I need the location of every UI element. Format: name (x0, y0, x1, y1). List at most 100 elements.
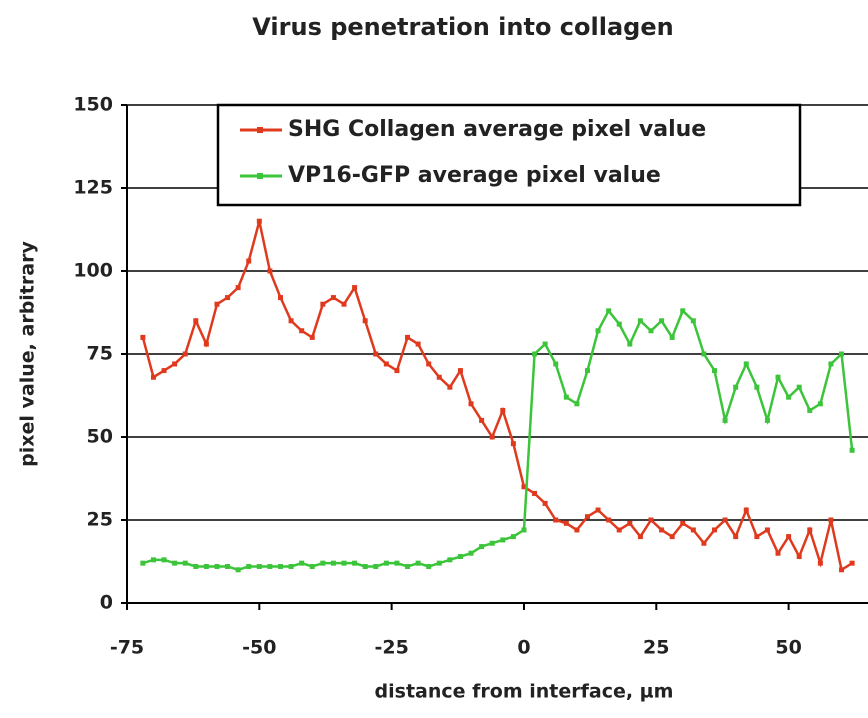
data-point (680, 520, 686, 526)
data-point (563, 394, 569, 400)
data-point (807, 407, 813, 413)
data-point (510, 441, 516, 447)
data-point (203, 341, 209, 347)
data-point (542, 500, 548, 506)
data-point (394, 368, 400, 374)
data-point (743, 507, 749, 513)
data-point (457, 554, 463, 560)
data-point (701, 351, 707, 357)
data-point (373, 351, 379, 357)
data-point (659, 318, 665, 324)
data-point (839, 351, 845, 357)
data-point (299, 328, 305, 334)
data-point (330, 560, 336, 566)
data-point (362, 318, 368, 324)
x-tick-label: -75 (110, 637, 144, 659)
data-point (352, 285, 358, 291)
legend-box (216, 103, 802, 207)
data-point (267, 268, 273, 274)
data-point (309, 563, 315, 569)
data-point (426, 563, 432, 569)
data-point (193, 563, 199, 569)
data-point (754, 384, 760, 390)
data-point (320, 560, 326, 566)
data-point (574, 401, 580, 407)
data-point (489, 540, 495, 546)
data-point (468, 401, 474, 407)
y-tick-label: 75 (87, 343, 113, 365)
data-point (235, 285, 241, 291)
data-point (839, 567, 845, 573)
data-point (510, 534, 516, 540)
data-point (722, 417, 728, 423)
data-point (203, 563, 209, 569)
data-point (225, 295, 231, 301)
data-point (415, 341, 421, 347)
data-point (775, 374, 781, 380)
y-tick-label: 150 (73, 94, 113, 116)
data-point (606, 517, 612, 523)
data-point (627, 520, 633, 526)
data-point (447, 557, 453, 563)
data-point (288, 318, 294, 324)
data-point (161, 557, 167, 563)
data-point (140, 560, 146, 566)
data-point (277, 295, 283, 301)
data-point (712, 368, 718, 374)
data-point (669, 534, 675, 540)
data-point (817, 401, 823, 407)
y-axis-label: pixel value, arbitrary (17, 241, 39, 467)
x-tick-label: 50 (775, 637, 801, 659)
data-point (637, 534, 643, 540)
data-point (733, 534, 739, 540)
data-point (426, 361, 432, 367)
data-point (373, 563, 379, 569)
data-point (479, 417, 485, 423)
data-point (754, 534, 760, 540)
data-point (786, 534, 792, 540)
data-point (500, 407, 506, 413)
data-point (352, 560, 358, 566)
data-point (362, 563, 368, 569)
data-point (256, 563, 262, 569)
data-point (828, 517, 834, 523)
data-point (616, 527, 622, 533)
data-point (457, 368, 463, 374)
data-point (563, 520, 569, 526)
data-point (150, 557, 156, 563)
data-point (521, 484, 527, 490)
data-point (161, 368, 167, 374)
data-point (182, 351, 188, 357)
data-point (320, 301, 326, 307)
data-point (182, 560, 188, 566)
data-point (256, 218, 262, 224)
y-tick-label: 0 (100, 592, 113, 614)
data-point (447, 384, 453, 390)
data-point (214, 563, 220, 569)
data-point (606, 308, 612, 314)
data-point (680, 308, 686, 314)
data-point (584, 368, 590, 374)
data-point (330, 295, 336, 301)
data-point (764, 527, 770, 533)
y-tick-label: 50 (87, 426, 113, 448)
data-point (489, 434, 495, 440)
data-point (415, 560, 421, 566)
data-point (669, 334, 675, 340)
data-point (436, 374, 442, 380)
data-point (849, 560, 855, 566)
data-point (659, 527, 665, 533)
data-point (542, 341, 548, 347)
data-point (521, 527, 527, 533)
data-point (796, 554, 802, 560)
data-point (648, 328, 654, 334)
data-point (701, 540, 707, 546)
data-point (309, 334, 315, 340)
data-point (246, 563, 252, 569)
data-point (500, 537, 506, 543)
data-point (383, 361, 389, 367)
data-point (712, 527, 718, 533)
data-point (246, 258, 252, 264)
data-point (775, 550, 781, 556)
